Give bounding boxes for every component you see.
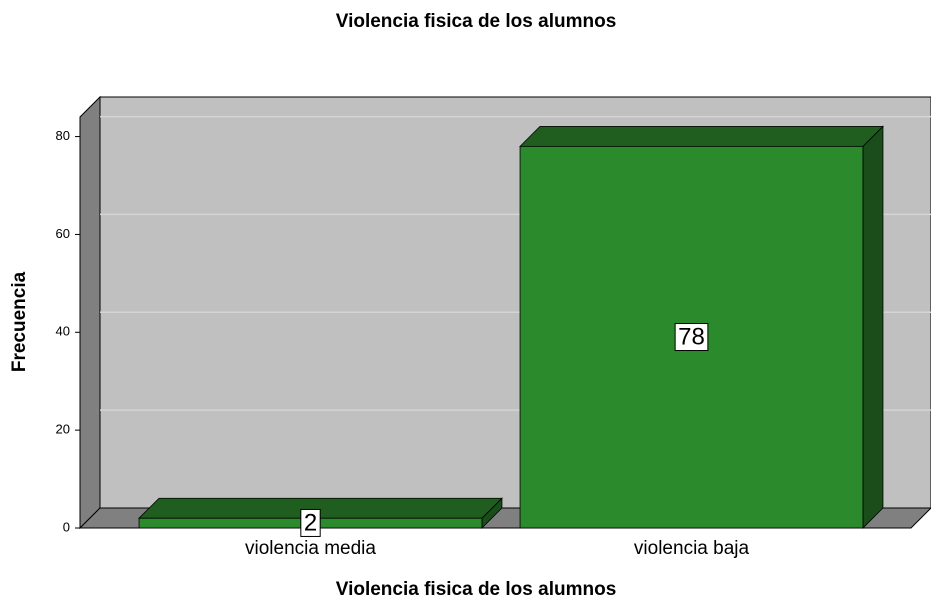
x-tick-label: violencia media [245,538,376,559]
chart-title: Violencia fisica de los alumnos [336,11,617,32]
value-label: 2 [304,509,317,536]
value-label: 78 [678,324,705,351]
left-wall [79,95,101,530]
x-tick-label: violencia baja [634,538,750,559]
y-tick-label: 20 [56,422,70,437]
bar-side [862,125,884,529]
value-label-box [300,508,321,537]
y-tick-label: 80 [56,128,70,143]
y-tick-label: 40 [56,324,70,339]
bar-top [519,125,884,147]
value-label-box [674,323,709,352]
y-axis-label: Frecuencia [9,271,30,372]
y-tick-label: 0 [63,519,70,534]
x-axis-label: Violencia fisica de los alumnos [336,579,617,600]
y-tick-label: 60 [56,226,70,241]
